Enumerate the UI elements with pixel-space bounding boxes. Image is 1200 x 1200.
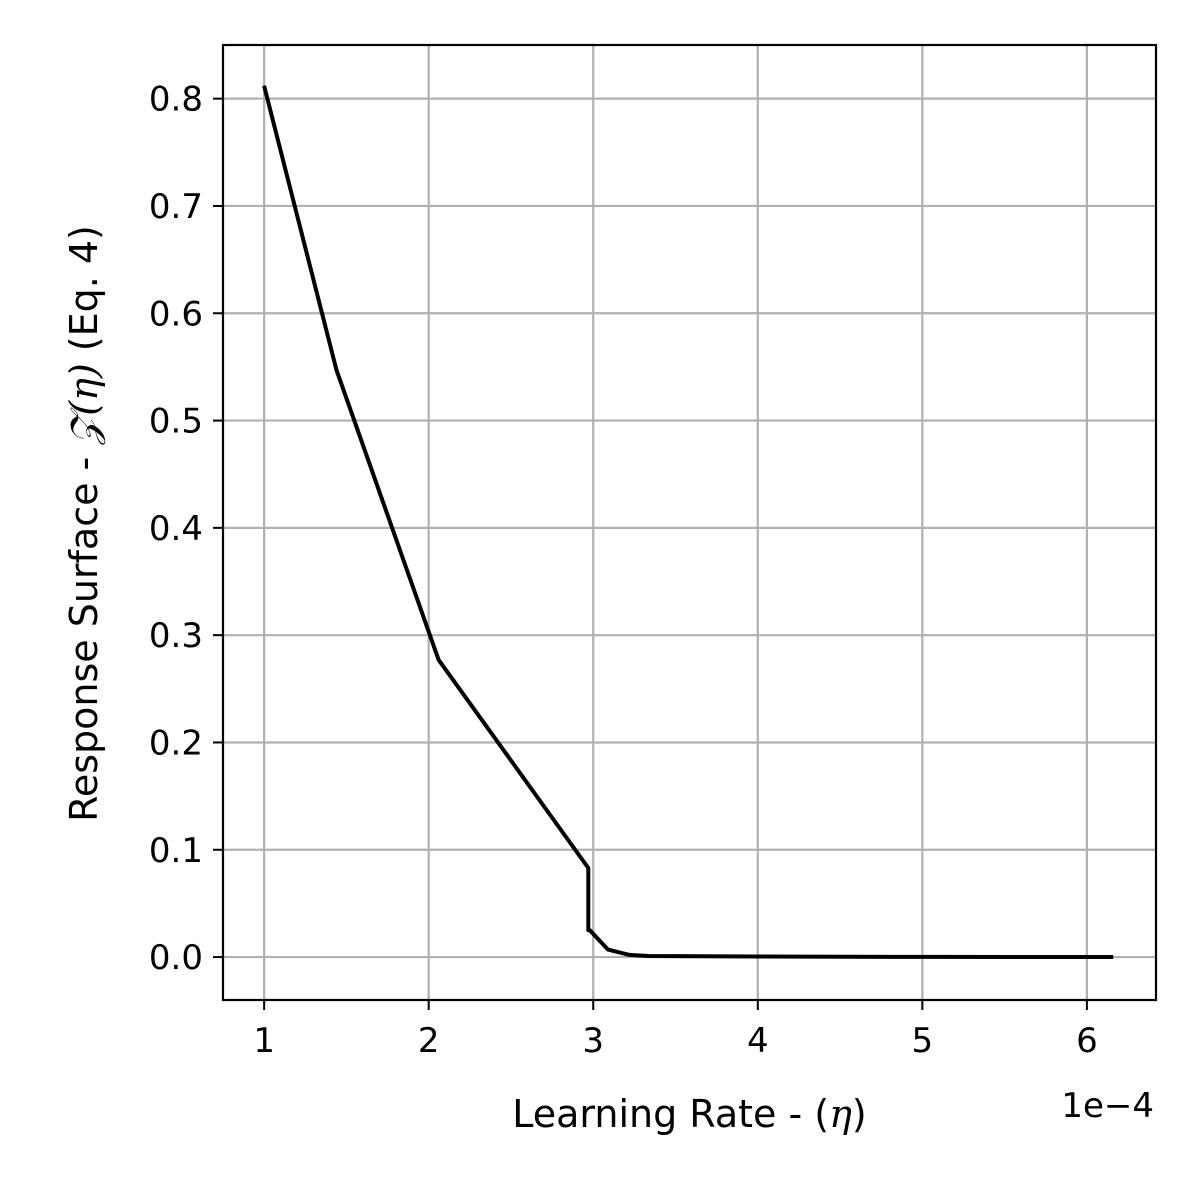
x-tick-label: 6 [1076, 1021, 1098, 1061]
x-tick-label: 5 [912, 1021, 934, 1061]
series-layer [262, 85, 1114, 959]
plot-frame [221, 43, 1158, 1002]
y-tick-labels: 0.0 0.1 0.2 0.3 0.4 0.5 0.6 0.7 0.8 [149, 80, 203, 978]
grid [223, 45, 1156, 1000]
y-tick-label: 0.7 [149, 187, 203, 227]
x-tick-label: 1 [253, 1021, 275, 1061]
y-tick-label: 0.8 [149, 80, 203, 120]
x-tick-labels: 1 2 3 4 5 6 [253, 1021, 1097, 1061]
y-tick-label: 0.3 [149, 616, 203, 656]
response-surface-line [262, 85, 1114, 959]
x-tick-label: 2 [418, 1021, 440, 1061]
x-tick-label: 3 [582, 1021, 604, 1061]
y-tick-label: 0.5 [149, 402, 203, 442]
x-axis-label: Learning Rate - (η) [512, 1092, 867, 1136]
y-tick-label: 0.6 [149, 294, 203, 334]
x-axis-offset-label: 1e−4 [1061, 1086, 1154, 1126]
y-tick-label: 0.4 [149, 509, 203, 549]
y-axis-label: Response Surface - 𝒵(η) (Eq. 4) [62, 225, 106, 822]
x-tick-label: 4 [747, 1021, 769, 1061]
y-tick-label: 0.1 [149, 831, 203, 871]
y-tick-label: 0.2 [149, 723, 203, 763]
y-tick-label: 0.0 [149, 938, 203, 978]
tick-marks [213, 97, 1088, 1010]
